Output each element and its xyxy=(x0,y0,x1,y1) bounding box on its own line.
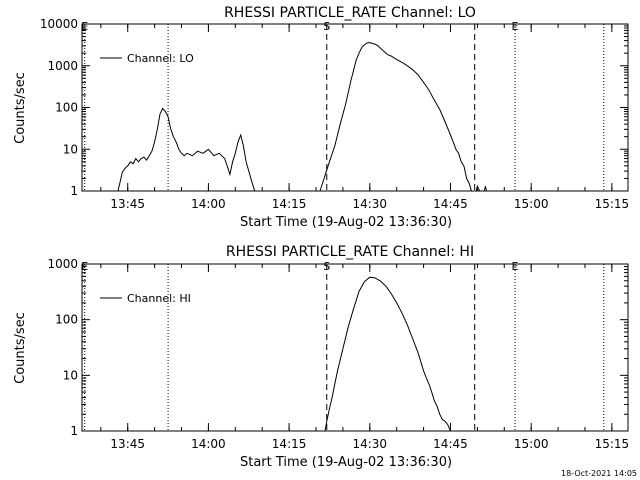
x-axis-label: Start Time (19-Aug-02 13:36:30) xyxy=(240,455,452,470)
x-tick-label: 14:45 xyxy=(433,437,468,451)
event-marker-label: S xyxy=(323,260,330,273)
legend-entry: Channel: LO xyxy=(127,52,194,65)
y-tick-label: 10000 xyxy=(40,17,78,31)
plot-frame xyxy=(81,23,629,192)
x-tick-label: 14:45 xyxy=(433,197,468,211)
x-tick-label: 15:00 xyxy=(514,197,549,211)
y-axis-label: Counts/sec xyxy=(13,312,28,384)
series-line xyxy=(319,41,488,191)
series-line xyxy=(324,276,452,431)
x-tick-label: 14:30 xyxy=(352,197,387,211)
y-tick-label: 100 xyxy=(55,313,78,327)
chart-lo: RHESSI PARTICLE_RATE Channel: LO 1101001… xyxy=(13,5,629,230)
event-marker-label: E xyxy=(81,20,88,33)
y-tick-label: 100 xyxy=(55,101,78,115)
x-tick-label: 13:45 xyxy=(110,197,145,211)
series-line xyxy=(117,107,256,191)
tick-group: 1 10 100 1000 10000 13:45 14:00 14:15 14:30 14:45… xyxy=(40,17,629,211)
y-axis-label: Counts/sec xyxy=(13,72,28,144)
series-group xyxy=(324,276,452,431)
x-tick-label: 13:45 xyxy=(110,437,145,451)
y-tick-label: 10 xyxy=(63,142,78,156)
event-marker-label: E xyxy=(512,20,519,33)
x-tick-label: 14:15 xyxy=(272,197,307,211)
x-tick-label: 15:15 xyxy=(595,437,630,451)
x-tick-label: 14:30 xyxy=(352,437,387,451)
chart-title: RHESSI PARTICLE_RATE Channel: LO xyxy=(224,5,476,21)
plot-frame xyxy=(81,263,629,432)
y-tick-label: 1000 xyxy=(47,257,78,271)
x-tick-label: 14:00 xyxy=(191,197,226,211)
chart-title: RHESSI PARTICLE_RATE Channel: HI xyxy=(226,244,474,260)
event-marker-label: S xyxy=(323,20,330,33)
x-tick-label: 15:00 xyxy=(514,437,549,451)
event-marker-label: E xyxy=(81,260,88,273)
timestamp-label: 18-Oct-2021 14:05 xyxy=(561,469,637,478)
y-tick-label: 10 xyxy=(63,368,78,382)
x-tick-label: 14:00 xyxy=(191,437,226,451)
event-marker-label: E xyxy=(512,260,519,273)
y-tick-label: 1000 xyxy=(47,59,78,73)
x-tick-label: 14:15 xyxy=(272,437,307,451)
tick-group: 1 10 100 1000 13:45 14:00 14:15 14:30 14:45 15:00… xyxy=(47,257,629,451)
legend-entry: Channel: HI xyxy=(127,292,191,305)
x-axis-label: Start Time (19-Aug-02 13:36:30) xyxy=(240,215,452,230)
y-tick-label: 1 xyxy=(70,424,78,438)
y-tick-label: 1 xyxy=(70,184,78,198)
series-group xyxy=(117,41,488,191)
x-tick-label: 15:15 xyxy=(595,197,630,211)
chart-hi: RHESSI PARTICLE_RATE Channel: HI 1101001… xyxy=(13,244,629,470)
